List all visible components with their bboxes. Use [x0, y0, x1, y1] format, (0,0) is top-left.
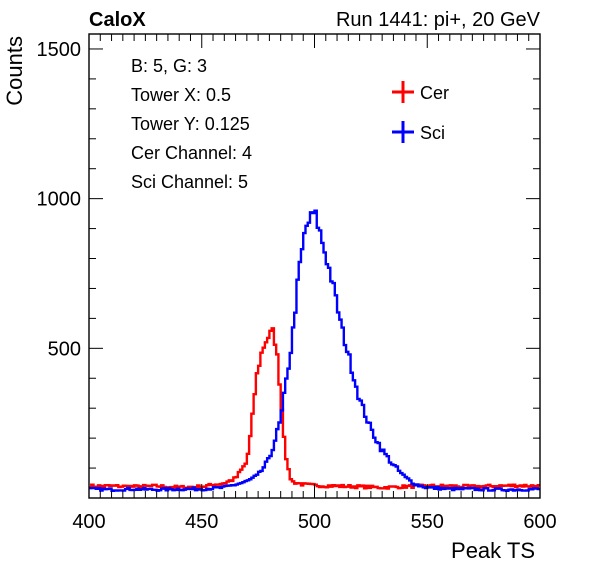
y-tick-label: 500 — [48, 338, 81, 360]
info-line-board: B: 5, G: 3 — [131, 56, 207, 76]
info-box: B: 5, G: 3 Tower X: 0.5 Tower Y: 0.125 C… — [131, 56, 252, 192]
x-tick-label: 400 — [72, 511, 105, 533]
info-line-tower-y: Tower Y: 0.125 — [131, 114, 250, 134]
legend: Cer Sci — [392, 81, 449, 143]
x-tick-label: 600 — [523, 511, 556, 533]
x-tick-label: 550 — [411, 511, 444, 533]
legend-sci-label: Sci — [420, 123, 445, 143]
x-axis: 400 450 500 550 600 — [72, 34, 557, 533]
x-tick-label: 450 — [185, 511, 218, 533]
header-right-label: Run 1441: pi+, 20 GeV — [336, 9, 541, 31]
header-left-label: CaloX — [89, 9, 146, 31]
y-tick-label: 1000 — [37, 189, 82, 211]
y-axis: 500 1000 1500 — [37, 39, 540, 469]
info-line-sci-channel: Sci Channel: 5 — [131, 172, 248, 192]
info-line-tower-x: Tower X: 0.5 — [131, 85, 231, 105]
x-tick-label: 500 — [298, 511, 331, 533]
series-sci-line — [89, 209, 540, 493]
info-line-cer-channel: Cer Channel: 4 — [131, 143, 252, 163]
y-axis-label: Counts — [2, 36, 27, 106]
series-cer-line — [89, 327, 540, 490]
x-axis-label: Peak TS — [451, 538, 535, 563]
legend-sci-marker — [392, 121, 414, 143]
legend-cer-marker — [392, 81, 414, 103]
plot-area — [89, 209, 540, 493]
y-tick-label: 1500 — [37, 39, 82, 61]
legend-cer-label: Cer — [420, 83, 449, 103]
